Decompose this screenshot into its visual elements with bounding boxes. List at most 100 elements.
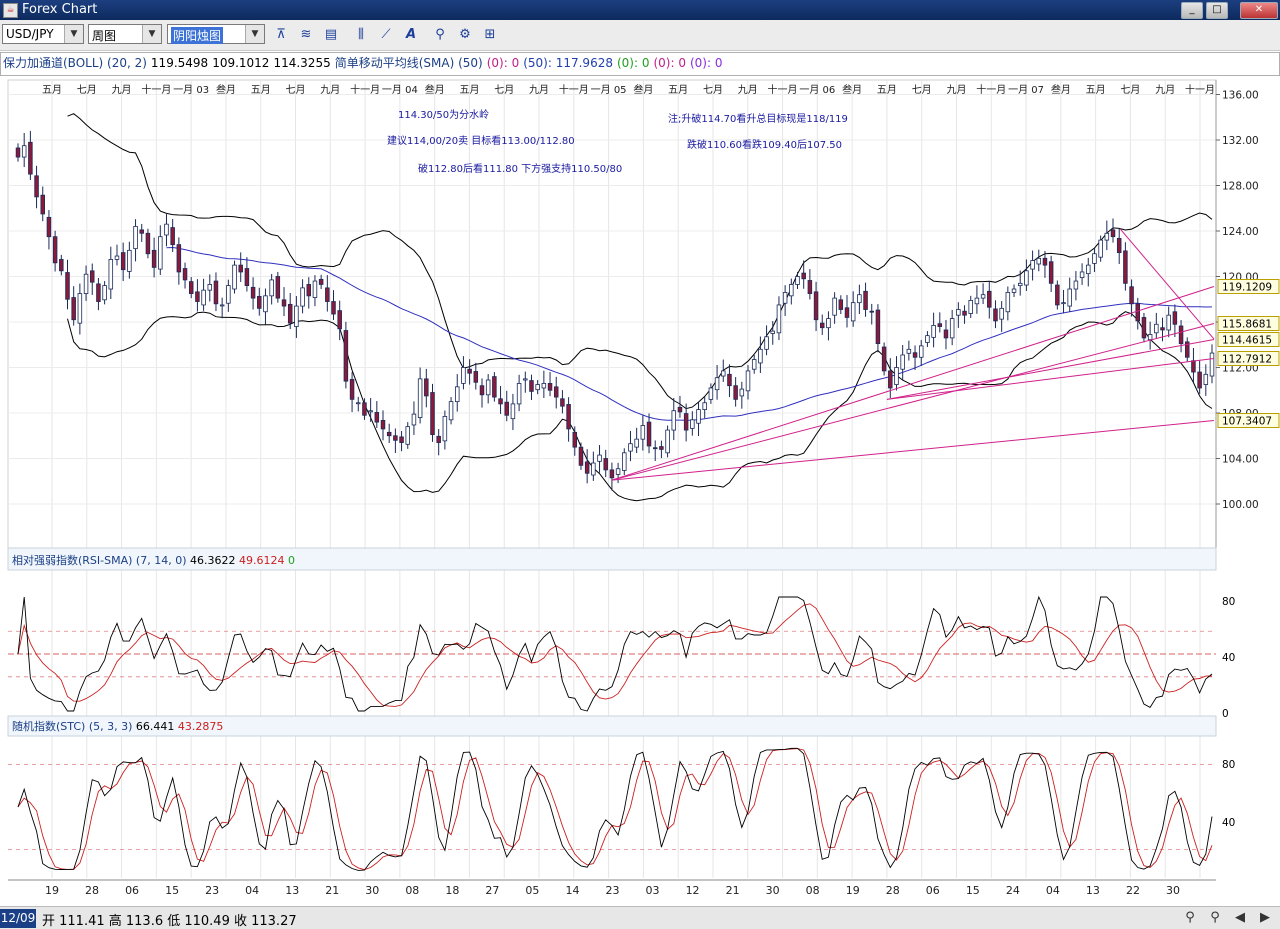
candle-body [850,302,856,322]
stc-axis-label: 40 [1222,817,1235,829]
top-axis-label: 七月 [77,84,97,96]
candle-body [21,145,27,158]
candle-body [1141,317,1147,339]
zoom-in-icon[interactable]: ⚲ [1210,910,1220,925]
bottom-axis-label: 06 [926,884,940,897]
candle-body [504,401,509,416]
candle-body [888,370,893,389]
boll-lower: 109.1012 [212,56,270,70]
chart-type-select[interactable]: 阴阳烛图 ▼ [167,24,265,44]
bottom-axis-label: 15 [165,884,179,897]
candle-body [937,323,943,327]
candle-body [696,409,701,424]
trend-line [611,420,1215,481]
panel-icon[interactable]: ▤ [324,27,338,42]
bottom-axis-label: 21 [325,884,339,897]
candle-body [325,287,330,302]
top-axis-label: 叁月 [216,83,236,96]
candle-body [708,387,714,400]
top-axis-label: 七月 [286,84,306,96]
forex-chart[interactable]: 五月 七月 九月 十一月 一月 03 叁月 五月 七月 九月 十一月 一月 04 叁月 五月 七月 九月 十一… [0,76,1280,906]
candle-body [436,435,441,443]
layout-icon[interactable]: ⊞ [484,27,496,42]
settings-icon[interactable]: ⚙ [459,27,471,42]
price-label: 119.1209 [1222,281,1272,293]
candle-body [553,386,559,398]
candle-body [176,244,182,273]
candle-body [999,307,1004,320]
candle-body [275,276,281,299]
zoom-out-icon[interactable]: ⚲ [1185,910,1195,925]
candle-body [671,410,677,431]
candle-body [764,336,769,350]
draw-line-icon[interactable]: ⊼ [276,27,286,42]
candle-body [454,386,460,403]
candle-body [597,454,602,462]
candle-body [331,301,336,315]
close-button[interactable]: ✕ [1240,2,1278,19]
text-icon[interactable]: A [405,27,417,42]
candle-body [980,294,986,299]
top-axis-label: 十一月 [1185,83,1215,96]
candle-body [683,413,689,431]
candle-body [164,223,169,236]
trend-line [611,286,1215,481]
top-axis-label: 一月 04 [382,84,418,96]
candle-body [337,310,342,330]
status-bar: 12/09 开 111.41 高 113.6 低 110.49 收 113.27… [0,906,1280,929]
chevron-down-icon[interactable]: ▼ [245,25,264,43]
candle-body [832,297,837,316]
candle-body [411,413,417,426]
scroll-left-icon[interactable]: ◀ [1235,910,1245,925]
candle-body [1086,264,1091,275]
candle-body [677,406,683,413]
candle-body [690,419,695,429]
chevron-down-icon[interactable]: ▼ [64,25,83,43]
candle-body [628,443,633,452]
price-axis-label: 100.00 [1222,499,1259,511]
maximize-button[interactable]: □ [1206,2,1228,19]
top-axis-label: 九月 [1155,84,1175,96]
candle-body [1055,284,1060,306]
candle-body [968,299,973,314]
candle-body [776,304,782,334]
candle-body [733,385,738,400]
candle-body [28,141,33,175]
top-axis-label: 五月 [877,84,897,96]
candle-body [1197,371,1202,389]
period-select[interactable]: 周图 ▼ [88,24,162,44]
candle-body [1160,327,1165,331]
top-axis-label: 五月 [459,84,479,96]
indicator-icon[interactable]: ≋ [300,27,312,42]
top-axis-label: 一月 07 [1008,84,1044,96]
candle-body [609,469,615,479]
candle-body [300,287,305,307]
candle-body [89,270,95,283]
top-axis-label: 一月 06 [799,84,835,96]
java-icon: ☕ [3,3,18,18]
chevron-down-icon[interactable]: ▼ [142,25,161,43]
candle-body [492,376,497,398]
sma-e: (0): 0 [689,56,723,70]
chart-bar-icon[interactable]: ⫼ [358,27,364,42]
bottom-axis-label: 30 [1166,884,1180,897]
symbol-select[interactable]: USD/JPY ▼ [2,24,84,44]
candle-body [1061,302,1066,305]
trend-line [886,358,1215,400]
candle-body [380,419,386,430]
candle-body [442,416,448,442]
candle-body [1185,341,1190,358]
candle-body [1030,260,1035,270]
zoom-icon[interactable]: ⚲ [435,27,445,42]
candle-body [956,309,961,316]
period-value: 周图 [92,29,117,43]
candle-body [257,296,262,309]
scroll-right-icon[interactable]: ▶ [1260,910,1270,925]
candle-body [801,272,806,280]
candle-body [1172,311,1178,325]
candle-body [281,299,287,307]
stc-header [7,715,1217,737]
minimize-button[interactable]: _ [1181,2,1203,19]
rsi-v1: 46.3622 [190,554,236,567]
chart-line-icon[interactable]: ⟋ [381,27,391,42]
